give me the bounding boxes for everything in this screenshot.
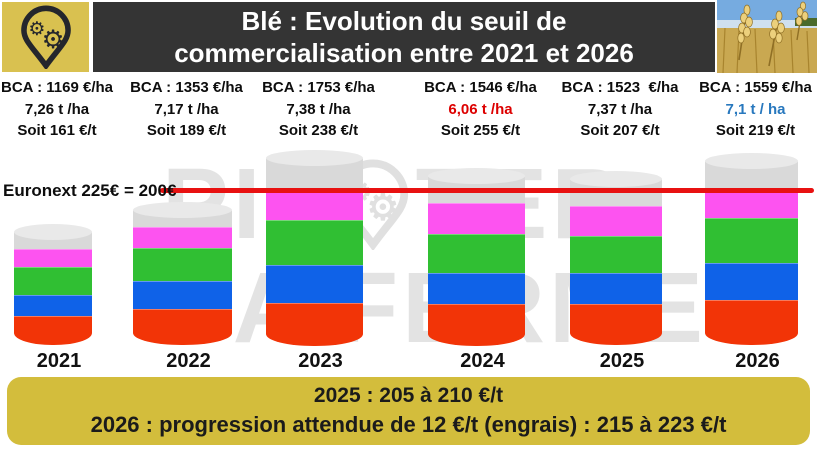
bar-2021 [14,224,92,345]
bar-segment-magenta [428,203,525,234]
bar-segment-blue [14,295,92,316]
stats-column-2022: BCA : 1353 €/ha 7,17 t /ha Soit 189 €/t [102,77,272,142]
year-label-2024: 2024 [460,350,505,372]
bar-2022 [133,202,232,345]
svg-text:⚙: ⚙ [41,26,64,54]
year-label-2022: 2022 [166,350,211,372]
year-label-2021: 2021 [36,350,82,372]
forecast-2026: 2026 : progression attendue de 12 €/t (e… [90,412,727,437]
stat-yield: 7,38 t /ha [286,100,351,118]
stat-price: Soit 189 €/t [146,122,227,139]
stats-column-2025: BCA : 1523 €/ha 7,37 t /ha Soit 207 €/t [535,77,705,142]
stat-yield: 6,06 t /ha [448,100,513,118]
title-bar: Blé : Evolution du seuil de commercialis… [93,2,715,72]
bar-2026 [705,153,798,345]
stats-column-2024: BCA : 1546 €/ha 6,06 t /ha Soit 255 €/t [396,77,566,142]
year-label-2023: 2023 [298,350,343,372]
bar-segment-red [133,309,232,345]
stat-bca: BCA : 1753 €/ha [262,79,375,96]
stat-bca: BCA : 1523 €/ha [561,79,679,96]
bar-segment-green [705,218,798,263]
bar-segment-magenta [705,192,798,218]
map-pin-gears-icon: ⚙ ⚙ [20,5,71,69]
bar-segment-red [428,304,525,346]
bar-segment-red [14,316,92,345]
bar-segment-green [14,267,92,295]
euronext-reference-label: Euronext 225€ = 200€ [3,181,177,200]
year-label-2026: 2026 [735,350,780,372]
stat-bca: BCA : 1546 €/ha [424,79,537,96]
brand-logo: ⚙ ⚙ [2,2,89,72]
bar-top-ellipse [133,202,232,218]
bar-segment-blue [133,281,232,309]
bar-segment-magenta [133,227,232,248]
bar-segment-red [570,304,662,345]
bar-segment-green [266,220,363,265]
bar-2023 [266,150,363,346]
stat-bca: BCA : 1353 €/ha [130,79,243,96]
bar-segment-red [705,300,798,345]
stat-yield: 7,17 t /ha [154,100,219,118]
page-title-line1: Blé : Evolution du seuil de [241,6,567,36]
bar-top-ellipse [570,171,662,187]
bar-segment-blue [428,273,525,304]
stat-yield: 7,26 t /ha [24,100,90,118]
forecast-banner: 2025 : 205 à 210 €/t 2026 : progression … [7,377,810,445]
bar-segment-magenta [570,206,662,236]
bar-segment-blue [705,263,798,300]
bar-segment-green [428,234,525,273]
svg-text:⚙: ⚙ [366,188,401,228]
stat-price: Soit 207 €/t [580,122,660,139]
bar-top-ellipse [266,150,363,166]
forecast-2025: 2025 : 205 à 210 €/t [313,384,504,407]
bar-segment-magenta [266,190,363,220]
wheat-field-photo [717,0,817,73]
stat-bca: BCA : 1559 €/ha [699,79,812,96]
year-label-2025: 2025 [599,350,645,372]
stat-price: Soit 161 €/t [17,122,97,139]
bar-segment-green [570,236,662,273]
stat-yield: 7,1 t / ha [725,100,786,118]
stat-bca: BCA : 1169 €/ha [1,79,113,96]
bar-top-ellipse [705,153,798,169]
bar-segment-magenta [14,249,92,267]
bar-segment-blue [570,273,662,304]
stat-price: Soit 238 €/t [278,122,359,139]
stat-price: Soit 255 €/t [440,122,521,139]
bar-segment-red [266,303,363,346]
euronext-reference-line [160,188,814,193]
bar-2024 [428,168,525,346]
bar-segment-blue [266,265,363,303]
bar-segment-green [133,248,232,281]
page-title-line2: commercialisation entre 2021 et 2026 [174,38,634,68]
stat-yield: 7,37 t /ha [587,100,653,118]
bar-top-ellipse [14,224,92,240]
stats-column-2023: BCA : 1753 €/ha 7,38 t /ha Soit 238 €/t [234,77,404,142]
stats-column-2026: BCA : 1559 €/ha 7,1 t / ha Soit 219 €/t [671,77,817,142]
bar-2025 [570,171,662,345]
stat-price: Soit 219 €/t [715,122,796,139]
stats-column-2021: BCA : 1169 €/ha 7,26 t /ha Soit 161 €/t [0,77,142,142]
svg-text:⚙: ⚙ [28,18,45,39]
bar-top-ellipse [428,168,525,184]
